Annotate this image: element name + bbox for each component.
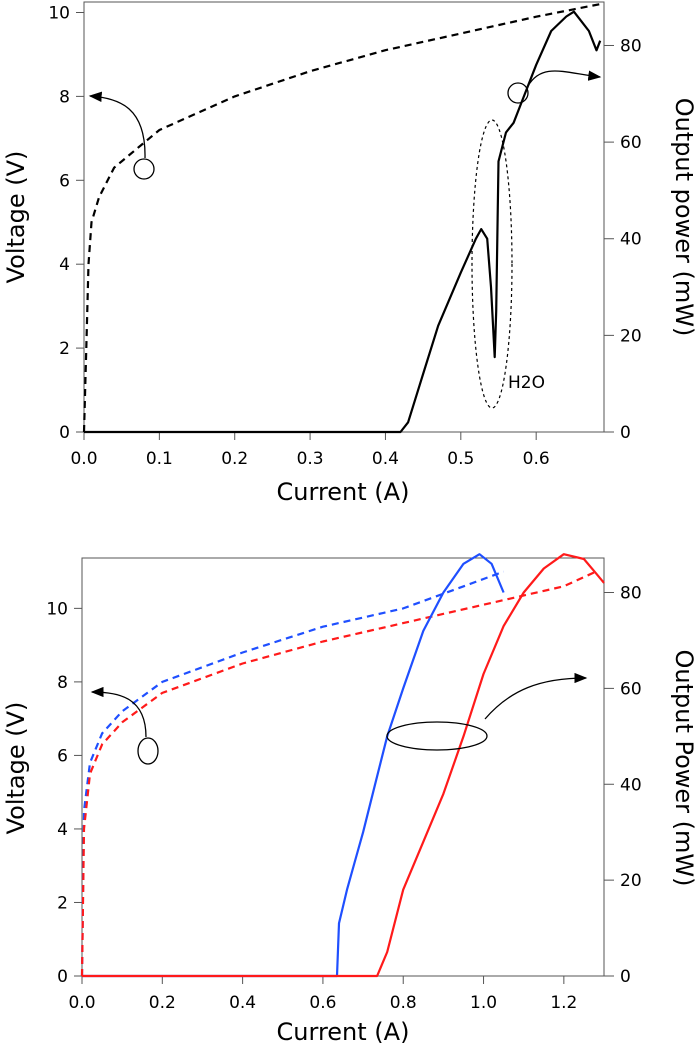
y-tick-label: 8 bbox=[59, 87, 70, 107]
voltage-series-line bbox=[82, 3, 601, 433]
h2o-annotation: H2O bbox=[508, 373, 545, 393]
y-tick-label: 8 bbox=[57, 673, 68, 693]
y-tick-label: 4 bbox=[59, 255, 70, 275]
x-tick-label: 0.1 bbox=[146, 449, 173, 469]
power-series-line bbox=[82, 553, 605, 978]
left-axis-arrow bbox=[90, 686, 147, 738]
x-tick-label: 0.8 bbox=[390, 993, 417, 1013]
y-tick-label: 0 bbox=[59, 423, 70, 443]
y-tick-label: 6 bbox=[57, 746, 68, 766]
y2-tick-label: 40 bbox=[620, 775, 642, 795]
x-tick-label: 0.4 bbox=[372, 449, 399, 469]
y-tick-label: 10 bbox=[48, 3, 70, 23]
y2-tick-label: 20 bbox=[620, 326, 642, 346]
plot-frame bbox=[81, 557, 605, 977]
y-tick-label: 6 bbox=[59, 171, 70, 191]
x-tick-label: 0.2 bbox=[149, 993, 176, 1013]
voltage-marker-circle bbox=[133, 158, 155, 180]
y-tick-label: 4 bbox=[57, 820, 68, 840]
left-axis-arrow bbox=[88, 91, 146, 159]
right-axis-arrow bbox=[527, 70, 602, 87]
h2o-dashed-ellipse bbox=[471, 119, 513, 409]
x-tick-label: 0.5 bbox=[447, 449, 474, 469]
y-axis-title: Voltage (V) bbox=[2, 151, 30, 284]
bottom-chart: Current (A) Voltage (V) Output Power (mW… bbox=[2, 553, 698, 1046]
x-axis-title: Current (A) bbox=[277, 1018, 410, 1046]
x-tick-label: 0.0 bbox=[68, 993, 95, 1013]
y2-tick-label: 20 bbox=[620, 871, 642, 891]
x-tick-label: 0.3 bbox=[297, 449, 324, 469]
y2-tick-label: 0 bbox=[620, 423, 631, 443]
y2-tick-label: 60 bbox=[620, 679, 642, 699]
power-marker-ellipse bbox=[386, 721, 488, 751]
y-tick-label: 0 bbox=[57, 967, 68, 987]
y2-tick-label: 40 bbox=[620, 230, 642, 250]
y2-tick-label: 80 bbox=[620, 36, 642, 56]
right-axis-arrow bbox=[484, 672, 588, 720]
x-tick-label: 0.4 bbox=[229, 993, 256, 1013]
y2-tick-label: 60 bbox=[620, 133, 642, 153]
y2-axis-title: Output Power (mW) bbox=[670, 649, 698, 886]
x-tick-label: 1.2 bbox=[550, 993, 577, 1013]
y2-tick-label: 80 bbox=[620, 584, 642, 604]
x-tick-label: 0.2 bbox=[221, 449, 248, 469]
y-tick-label: 2 bbox=[57, 893, 68, 913]
x-tick-label: 1.0 bbox=[470, 993, 497, 1013]
plot-frame bbox=[83, 1, 605, 433]
y2-axis-title: Output power (mW) bbox=[670, 98, 698, 337]
x-tick-label: 0.6 bbox=[309, 993, 336, 1013]
x-tick-label: 0.6 bbox=[523, 449, 550, 469]
y-tick-label: 10 bbox=[46, 599, 68, 619]
y-tick-label: 2 bbox=[59, 339, 70, 359]
power-marker-circle bbox=[507, 82, 529, 104]
power-series-line bbox=[84, 10, 602, 434]
voltage-marker-circle bbox=[137, 737, 159, 765]
top-chart: Current (A) Voltage (V) Output power (mW… bbox=[2, 1, 698, 506]
voltage-series-line bbox=[80, 570, 504, 977]
voltage-series-line bbox=[80, 570, 597, 977]
y2-tick-label: 0 bbox=[620, 967, 631, 987]
x-axis-title: Current (A) bbox=[277, 478, 410, 506]
x-tick-label: 0.0 bbox=[70, 449, 97, 469]
y-axis-title: Voltage (V) bbox=[2, 702, 30, 835]
power-series-line bbox=[82, 553, 505, 978]
